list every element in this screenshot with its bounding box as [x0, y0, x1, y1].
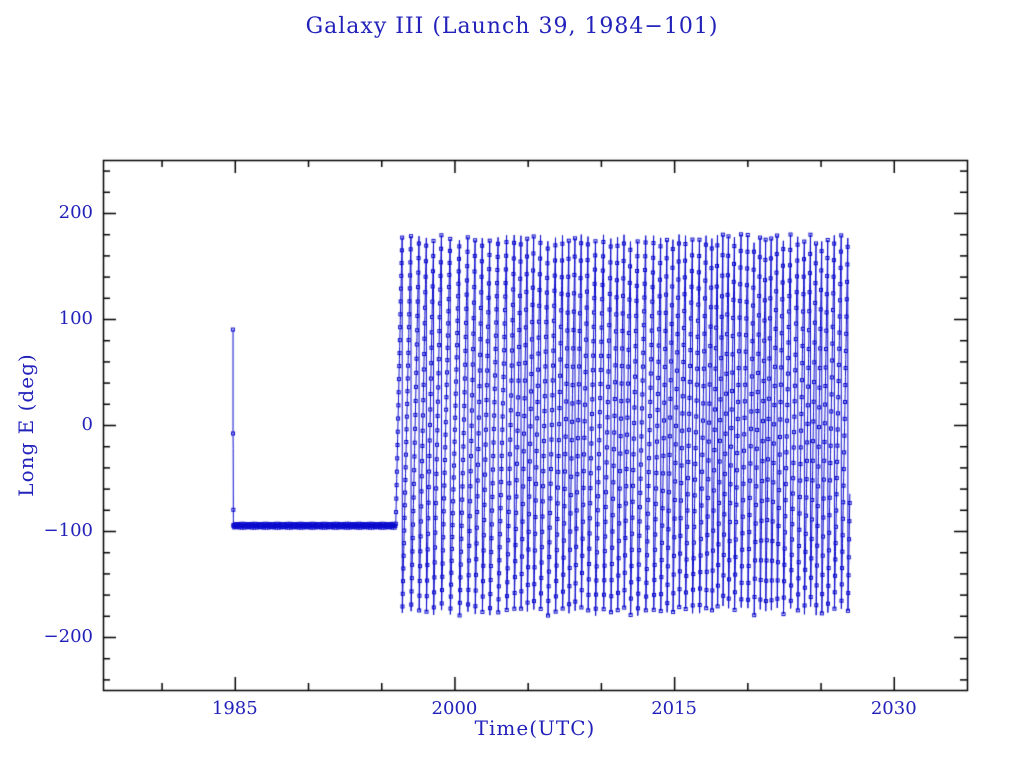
- y-tick-label: 100: [58, 308, 93, 329]
- x-tick-label: 2030: [870, 698, 917, 719]
- y-tick-label: 200: [58, 202, 93, 223]
- y-tick-label: −200: [43, 626, 93, 647]
- y-tick-label: −100: [43, 520, 93, 541]
- x-tick-label: 2015: [651, 698, 698, 719]
- x-tick-label: 2000: [431, 698, 478, 719]
- x-axis-label: Time(UTC): [474, 716, 596, 740]
- y-tick-label: 0: [81, 414, 93, 435]
- x-tick-label: 1985: [211, 698, 258, 719]
